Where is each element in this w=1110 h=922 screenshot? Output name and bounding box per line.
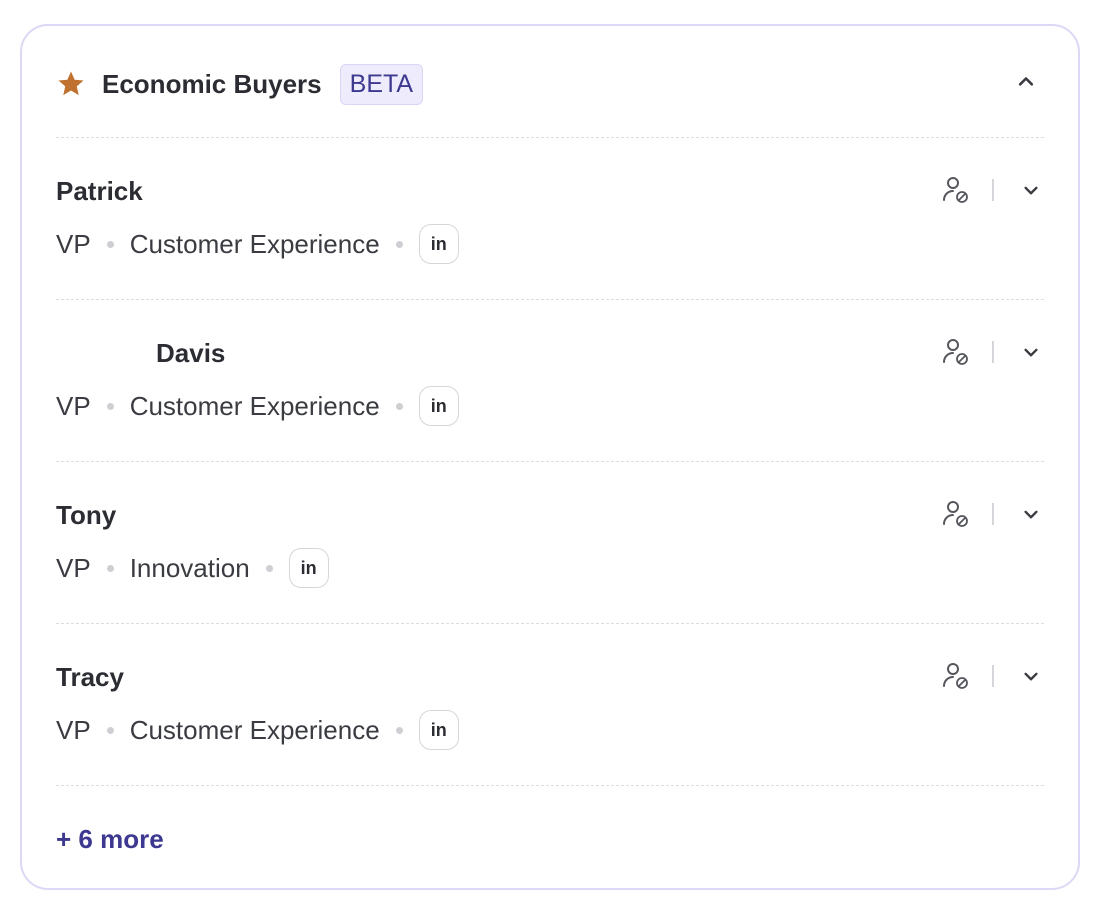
divider bbox=[56, 623, 1044, 624]
divider bbox=[56, 137, 1044, 138]
separator-dot bbox=[395, 402, 403, 410]
chevron-down-icon[interactable] bbox=[1018, 339, 1044, 365]
chevron-down-icon[interactable] bbox=[1018, 501, 1044, 527]
linkedin-button[interactable]: in bbox=[418, 224, 459, 264]
chevron-up-icon[interactable] bbox=[1012, 68, 1040, 96]
buyer-details: VP Innovation in bbox=[56, 548, 329, 588]
divider bbox=[56, 299, 1044, 300]
action-separator bbox=[992, 341, 994, 363]
buyer-details: VP Customer Experience in bbox=[56, 386, 459, 426]
buyer-role: VP bbox=[56, 390, 91, 421]
buyer-role: VP bbox=[56, 228, 91, 259]
buyer-name: Patrick bbox=[56, 176, 143, 206]
buyer-row: Patrick VP Customer Experience in bbox=[56, 138, 1044, 300]
action-separator bbox=[992, 179, 994, 201]
remove-contact-icon[interactable] bbox=[940, 660, 972, 692]
row-actions bbox=[940, 174, 1044, 206]
separator-dot bbox=[395, 726, 403, 734]
card-title: Economic Buyers bbox=[102, 68, 322, 99]
buyer-row: Davis VP Customer Experience in bbox=[56, 300, 1044, 462]
buyer-row: Tony VP Innovation in bbox=[56, 462, 1044, 624]
row-actions bbox=[940, 660, 1044, 692]
economic-buyers-card: Economic Buyers BETA Patrick VP Customer… bbox=[20, 24, 1080, 890]
buyer-department: Customer Experience bbox=[129, 390, 380, 421]
separator-dot bbox=[265, 564, 273, 572]
show-more-link[interactable]: + 6 more bbox=[56, 824, 164, 854]
separator-dot bbox=[106, 240, 114, 248]
remove-contact-icon[interactable] bbox=[940, 498, 972, 530]
buyer-row: Tracy VP Customer Experience in bbox=[56, 624, 1044, 786]
star-icon bbox=[58, 71, 84, 96]
buyer-role: VP bbox=[56, 714, 91, 745]
linkedin-button[interactable]: in bbox=[288, 548, 329, 588]
linkedin-button[interactable]: in bbox=[418, 710, 459, 750]
separator-dot bbox=[106, 402, 114, 410]
buyer-name: Davis bbox=[156, 338, 226, 368]
divider bbox=[56, 461, 1044, 462]
beta-badge: BETA bbox=[339, 63, 424, 105]
linkedin-button[interactable]: in bbox=[418, 386, 459, 426]
action-separator bbox=[992, 503, 994, 525]
buyer-details: VP Customer Experience in bbox=[56, 224, 459, 264]
separator-dot bbox=[395, 240, 403, 248]
buyer-details: VP Customer Experience in bbox=[56, 710, 459, 750]
chevron-down-icon[interactable] bbox=[1018, 663, 1044, 689]
buyer-department: Innovation bbox=[129, 552, 250, 583]
buyer-department: Customer Experience bbox=[129, 714, 380, 745]
card-header: Economic Buyers BETA bbox=[56, 58, 1044, 110]
row-actions bbox=[940, 336, 1044, 368]
chevron-down-icon[interactable] bbox=[1018, 177, 1044, 203]
buyer-department: Customer Experience bbox=[129, 228, 380, 259]
separator-dot bbox=[106, 564, 114, 572]
remove-contact-icon[interactable] bbox=[940, 336, 972, 368]
buyer-role: VP bbox=[56, 552, 91, 583]
row-actions bbox=[940, 498, 1044, 530]
divider bbox=[56, 785, 1044, 786]
action-separator bbox=[992, 665, 994, 687]
buyer-name: Tracy bbox=[56, 662, 124, 692]
remove-contact-icon[interactable] bbox=[940, 174, 972, 206]
buyer-name: Tony bbox=[56, 500, 117, 530]
separator-dot bbox=[106, 726, 114, 734]
